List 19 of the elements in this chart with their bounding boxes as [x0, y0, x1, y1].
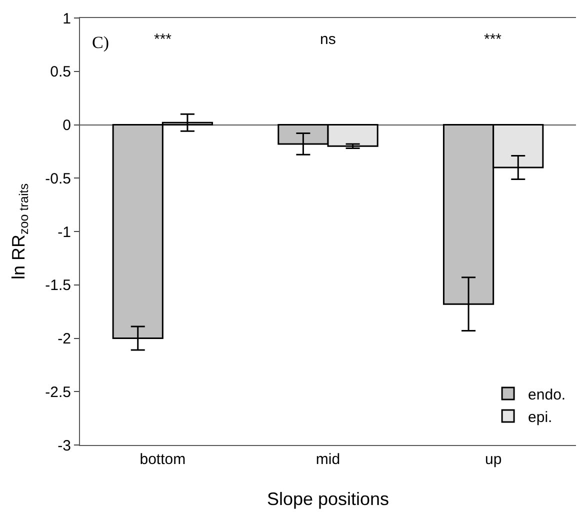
x-tick-label: up [484, 451, 502, 468]
y-tick-label: -2 [58, 330, 71, 348]
y-tick-label: -1 [58, 224, 71, 241]
y-tick-label: -1.5 [45, 277, 71, 294]
legend-label: endo. [528, 386, 566, 404]
annotation: ns [320, 31, 336, 48]
y-tick-label: 0.5 [50, 64, 71, 81]
y-tick-label: 0 [62, 117, 71, 134]
annotation: C) [92, 33, 109, 52]
x-axis-title: Slope positions [266, 489, 390, 510]
annotation: *** [154, 31, 172, 48]
x-tick-label: bottom [140, 451, 186, 468]
y-tick-label: 1 [62, 10, 71, 28]
y-tick-label: -3 [58, 437, 71, 454]
x-tick-label: mid [316, 451, 340, 468]
annotation: *** [484, 31, 502, 48]
y-tick-label: -2.5 [45, 384, 71, 401]
legend-label: epi. [528, 408, 552, 426]
y-tick-label: -0.5 [45, 170, 71, 188]
